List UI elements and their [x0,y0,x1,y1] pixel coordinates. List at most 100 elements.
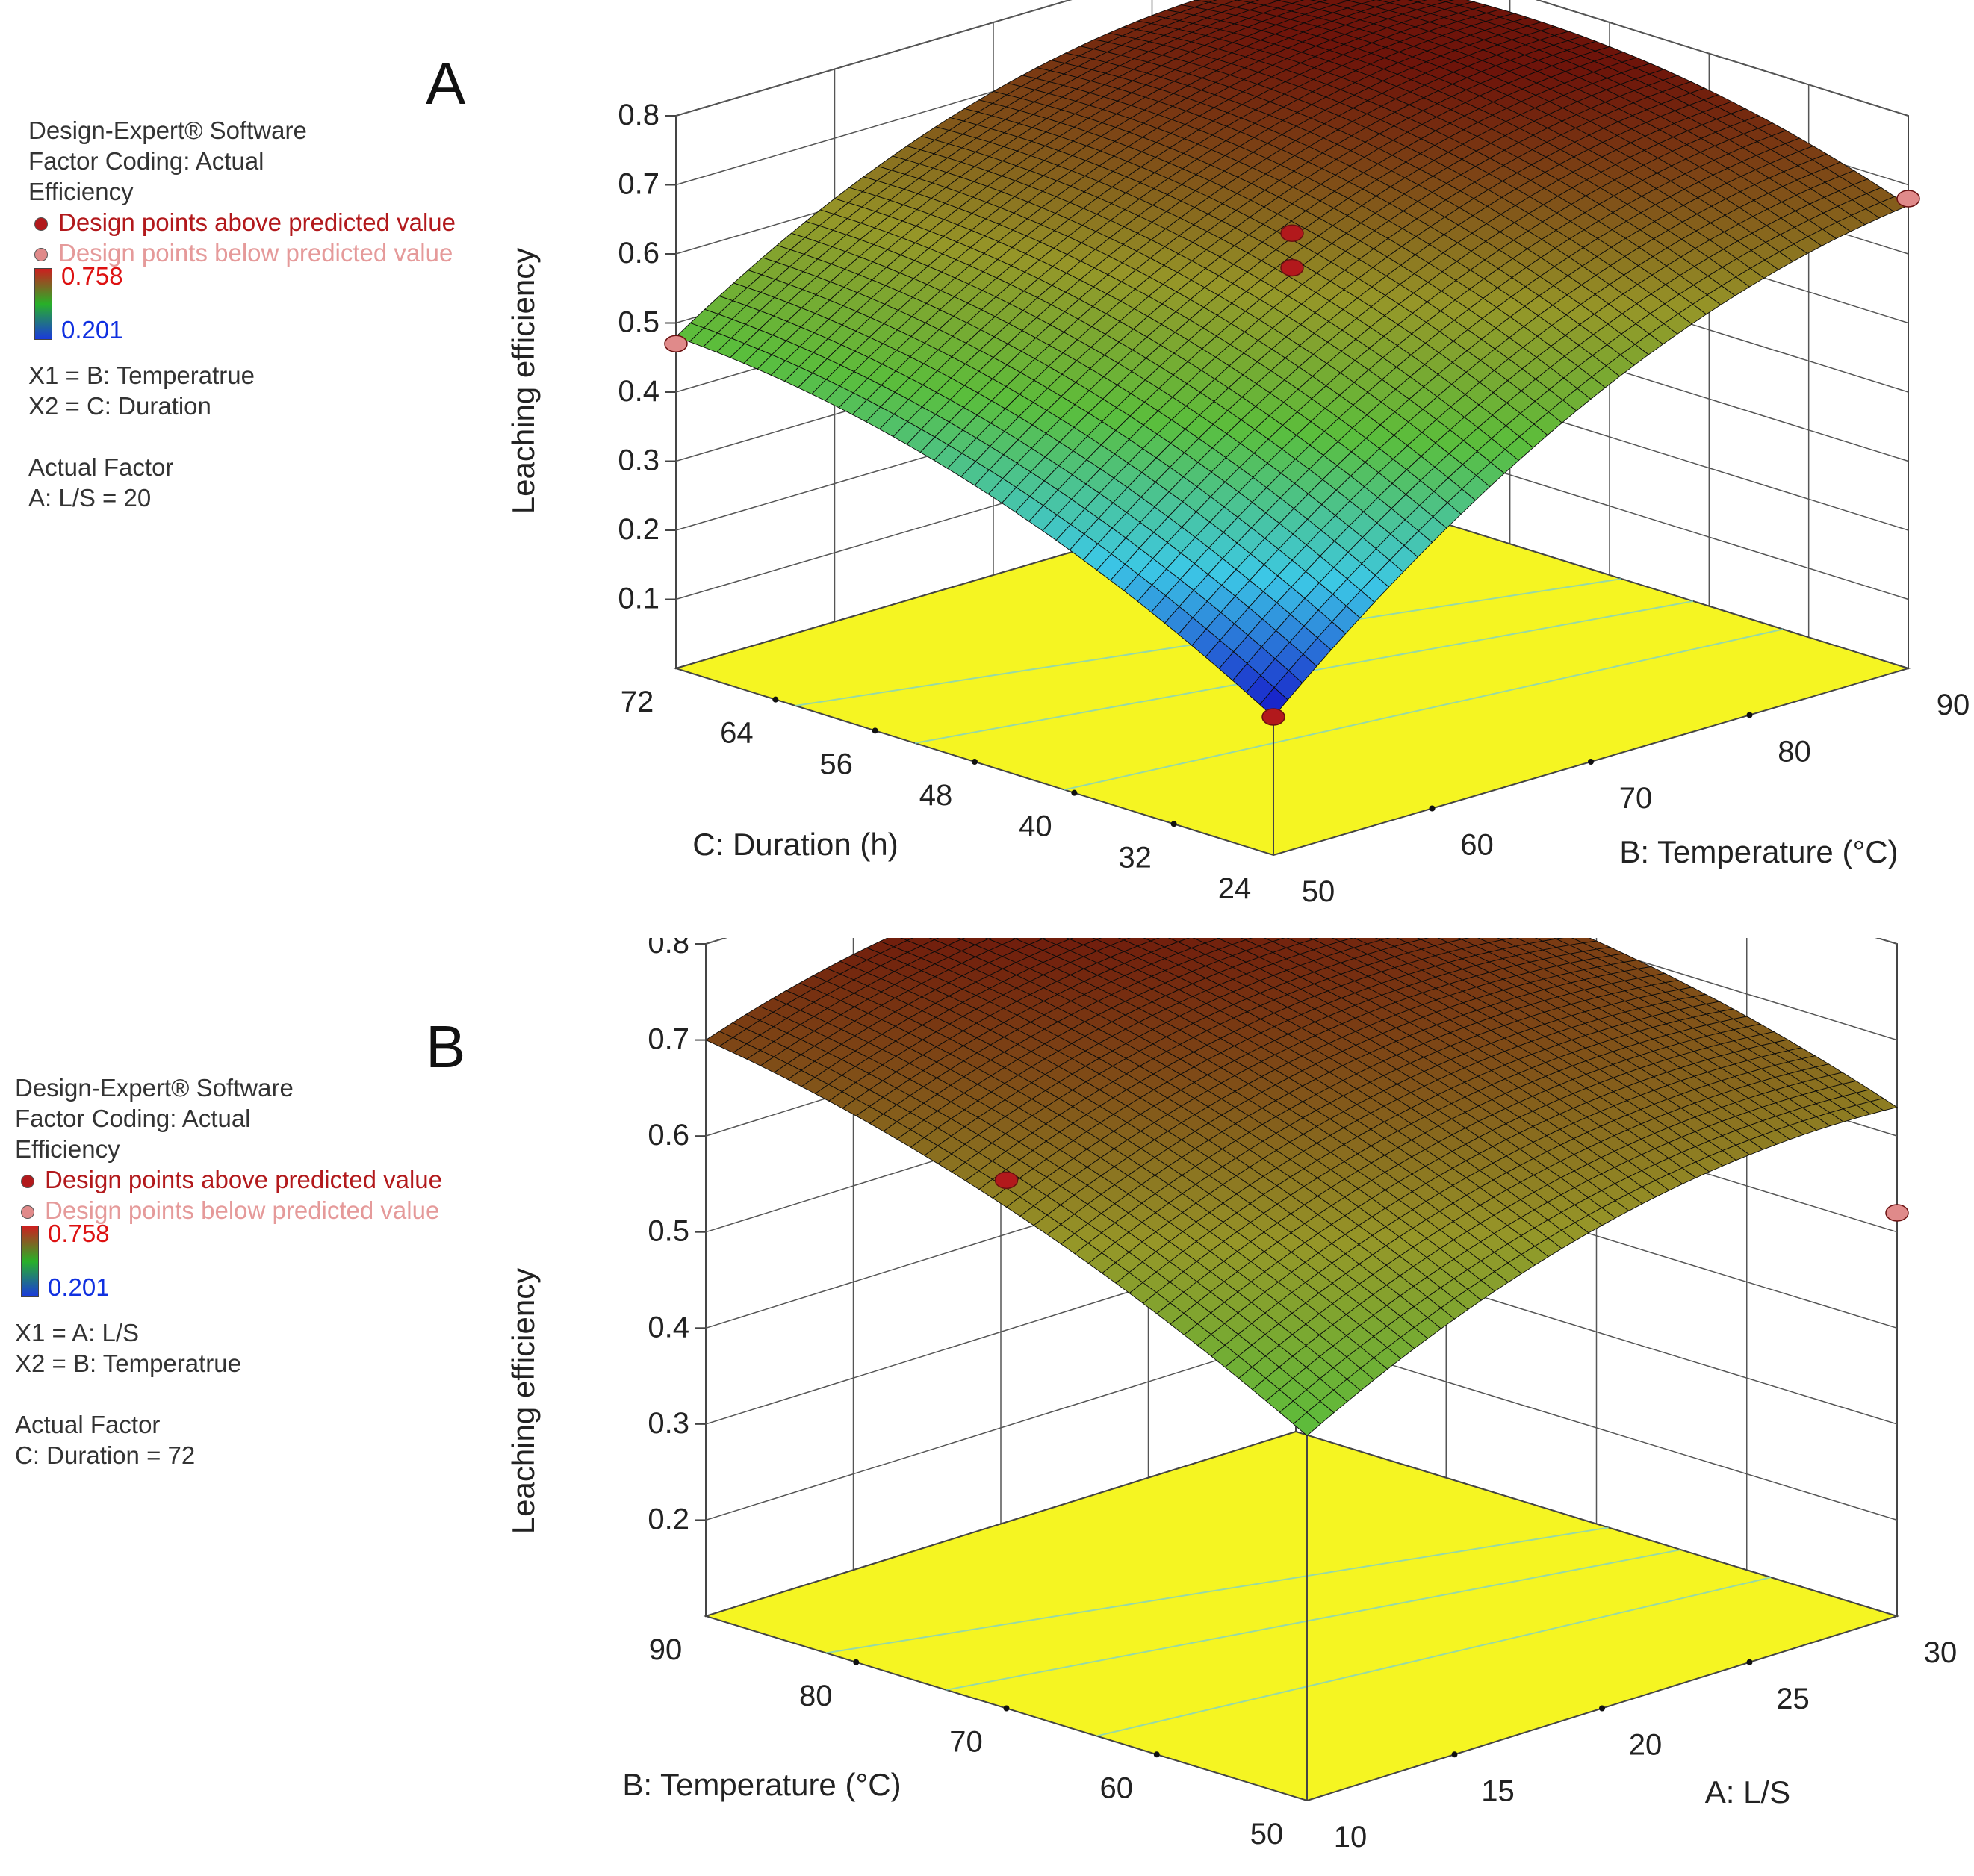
x-tick [1429,805,1436,812]
actual-factor-value: C: Duration = 72 [15,1441,196,1469]
floor-contour [1064,628,1784,791]
floor-contour [1096,1577,1772,1737]
design-point-above [1261,708,1285,726]
x-tick-label: 25 [1776,1683,1810,1715]
dot-above-icon [21,1175,34,1189]
x-tick [1746,712,1753,718]
y-tick-label: 70 [949,1726,983,1759]
x-tick-label: 70 [1619,782,1653,815]
z-axis-label: Leaching efficiency [506,248,541,514]
z-tick-label: 0.3 [618,444,659,477]
software-name: Design-Expert® Software [15,1074,294,1102]
y-axis-label: B: Temperature (°C) [622,1767,901,1802]
surface-cell [1437,0,1455,2]
z-tick-label: 0.4 [618,375,659,408]
y-axis-label: C: Duration (h) [692,827,898,862]
x-tick [1599,1705,1605,1712]
surface-cell [1092,938,1102,940]
z-tick-label: 0.5 [648,1215,689,1248]
z-tick-label: 0.8 [618,99,659,131]
x-tick [1588,759,1594,765]
response-surface [675,0,1909,718]
dot-below-icon [34,248,48,262]
legend-text-below: Design points below predicted value [58,239,453,267]
design-point-below [1885,1204,1909,1222]
z-tick-label: 0.2 [618,513,659,546]
x-tick [1451,1751,1458,1758]
x-axis-label: A: L/S [1705,1774,1790,1810]
actual-factor-title: Actual Factor [15,1411,161,1438]
legend-item-above: Design points above predicted value [15,1164,442,1195]
color-scale: 0.758 0.201 [28,262,456,344]
z-tick-label: 0.8 [648,938,689,960]
z-tick-label: 0.6 [648,1119,689,1152]
y-tick [1170,821,1177,827]
y-tick [1153,1751,1160,1758]
y-tick-label: 48 [919,779,953,812]
y-tick-label: 90 [649,1633,683,1666]
y-tick-label: 50 [1250,1818,1284,1851]
axis-def-x2: X2 = B: Temperatrue [15,1349,241,1377]
factor-coding: Factor Coding: Actual [28,147,264,175]
y-tick [1071,789,1078,796]
legend-item-below: Design points below predicted value [28,237,456,268]
dot-below-icon [21,1205,34,1220]
y-tick [972,759,978,765]
x-tick-label: 10 [1334,1821,1368,1854]
axis-def-x1: X1 = A: L/S [15,1319,140,1347]
y-tick-label: 40 [1019,810,1052,843]
color-min-label: 0.201 [48,1273,110,1301]
z-tick-label: 0.4 [648,1311,689,1344]
y-tick-label: 72 [621,686,654,718]
x-axis-label: B: Temperature (°C) [1619,834,1898,869]
z-tick-label: 0.7 [648,1023,689,1056]
floor-contour [946,1549,1681,1691]
y-tick [853,1659,860,1665]
z-tick-label: 0.7 [618,168,659,201]
y-tick-label: 64 [720,717,754,750]
y-tick [1003,1705,1010,1712]
z-tick-label: 0.2 [648,1503,689,1535]
legend-b: Design-Expert® Software Factor Coding: A… [15,1072,442,1470]
y-tick-label: 80 [799,1680,833,1712]
x-tick-label: 15 [1481,1774,1515,1807]
response-name: Efficiency [15,1135,120,1163]
y-tick [872,727,878,734]
design-point-below [664,335,688,352]
surface-cell [1117,938,1131,941]
color-max-label: 0.758 [48,1220,110,1247]
x-tick-label: 50 [1302,875,1335,908]
y-tick-label: 56 [819,748,853,780]
surface-cell [1407,0,1427,3]
actual-factor-value: A: L/S = 20 [28,484,152,512]
y-tick [772,696,779,703]
actual-factor-title: Actual Factor [28,453,174,481]
panel-label-b: B [426,1013,466,1080]
color-scale: 0.758 0.201 [15,1220,442,1301]
color-bar [21,1226,39,1297]
response-name: Efficiency [28,178,134,205]
color-max-label: 0.758 [61,262,123,290]
x-tick-label: 20 [1629,1729,1663,1762]
surface-plot-b: 0.2 0.3 0.4 0.5 0.6 0.7 0.8 Leaching efficiency… [506,938,1958,1854]
axis-def-x2: X2 = C: Duration [28,392,211,420]
design-point-above [1280,224,1304,242]
z-axis-label: Leaching efficiency [506,1268,541,1534]
legend-text-above: Design points above predicted value [45,1166,443,1193]
x-tick-label: 80 [1778,736,1811,768]
y-tick-label: 24 [1218,872,1252,905]
surface-cell [1240,938,1253,941]
legend-text-below: Design points below predicted value [45,1196,440,1224]
surface-cell [899,938,914,941]
legend-a: Design-Expert® Software Factor Coding: A… [28,115,456,513]
x-tick-label: 30 [1924,1636,1958,1669]
software-name: Design-Expert® Software [28,117,307,144]
legend-item-above: Design points above predicted value [28,207,456,237]
response-surface [705,938,1899,1436]
dot-above-icon [34,217,48,232]
x-tick-label: 60 [1460,829,1494,862]
surface-cell [928,938,940,940]
y-tick-label: 60 [1100,1771,1134,1804]
x-tick [1746,1659,1753,1665]
axis-def-x1: X1 = B: Temperatrue [28,361,255,389]
